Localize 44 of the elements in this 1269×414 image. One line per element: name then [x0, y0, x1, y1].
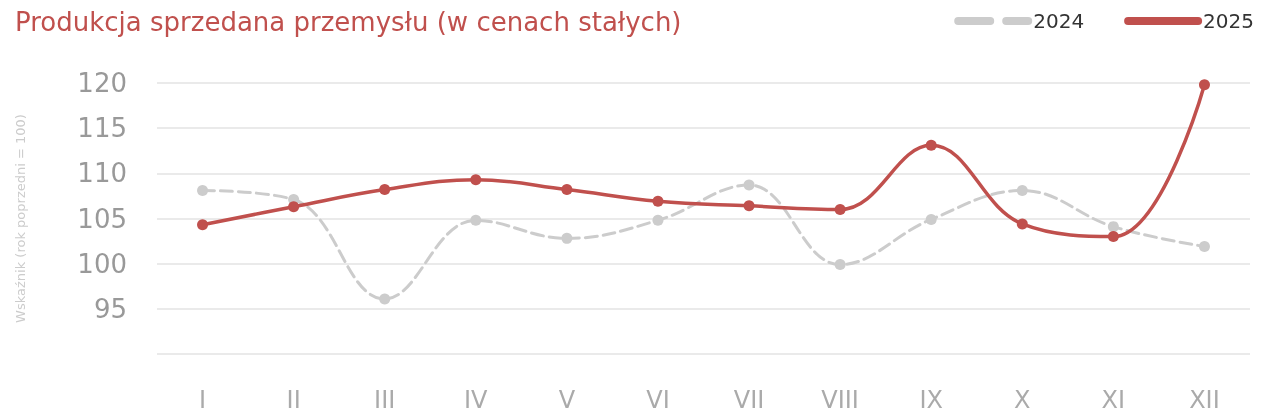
- chart-title: Produkcja sprzedana przemysłu (w cenach stałych): [15, 7, 682, 37]
- point: [470, 174, 482, 186]
- y-tick-label: 105: [77, 203, 127, 234]
- point: [197, 185, 209, 196]
- point: [834, 203, 846, 215]
- x-tick-label: XI: [1101, 386, 1126, 414]
- x-tick-label: III: [374, 386, 396, 414]
- point: [652, 214, 664, 226]
- x-tick-label: VII: [733, 386, 765, 414]
- x-tick-label: IV: [464, 386, 489, 414]
- point: [1016, 218, 1028, 230]
- point: [1198, 241, 1210, 252]
- y-tick-label: 100: [77, 248, 127, 279]
- point: [743, 200, 755, 212]
- y-tick-label: 120: [77, 68, 127, 98]
- y-tick-label: 115: [77, 113, 127, 144]
- point: [379, 184, 391, 196]
- point: [1107, 231, 1119, 243]
- y-tick-label: 95: [93, 293, 127, 324]
- x-tick-label: I: [199, 386, 207, 414]
- x-tick-label: XII: [1189, 386, 1220, 414]
- point: [1016, 185, 1028, 196]
- x-tick-label: V: [558, 386, 576, 414]
- x-tick-label: VI: [646, 386, 670, 414]
- point: [561, 184, 573, 196]
- point: [743, 179, 755, 191]
- point: [834, 259, 846, 271]
- point: [561, 232, 573, 244]
- point: [925, 139, 937, 151]
- point: [470, 214, 482, 226]
- point: [925, 213, 937, 225]
- legend-label: 2025: [1203, 9, 1255, 33]
- point: [652, 195, 664, 207]
- x-tick-label: II: [286, 386, 301, 414]
- legend-label: 2024: [1033, 9, 1085, 33]
- x-tick-label: VIII: [821, 386, 859, 414]
- point: [1198, 79, 1210, 91]
- point: [197, 219, 209, 231]
- y-tick-label: 110: [77, 158, 127, 189]
- point: [288, 201, 300, 213]
- x-tick-label: IX: [919, 386, 943, 414]
- x-tick-label: X: [1014, 386, 1031, 414]
- point: [379, 293, 391, 305]
- point: [1107, 221, 1119, 233]
